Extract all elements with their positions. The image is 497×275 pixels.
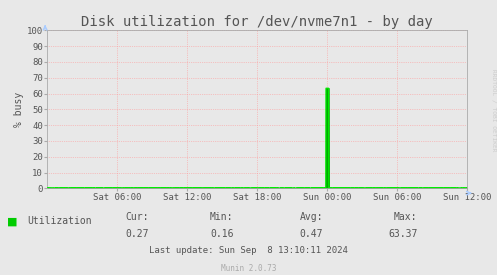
Text: 0.16: 0.16 xyxy=(210,229,234,239)
Text: Max:: Max: xyxy=(394,212,417,222)
Text: Min:: Min: xyxy=(210,212,234,222)
Text: ■: ■ xyxy=(7,216,18,226)
Text: Munin 2.0.73: Munin 2.0.73 xyxy=(221,264,276,273)
Text: 63.37: 63.37 xyxy=(388,229,417,239)
Y-axis label: % busy: % busy xyxy=(14,92,24,127)
Text: 0.47: 0.47 xyxy=(300,229,323,239)
Text: Utilization: Utilization xyxy=(27,216,92,226)
Text: Avg:: Avg: xyxy=(300,212,323,222)
Text: Cur:: Cur: xyxy=(126,212,149,222)
Text: Last update: Sun Sep  8 13:10:11 2024: Last update: Sun Sep 8 13:10:11 2024 xyxy=(149,246,348,255)
Title: Disk utilization for /dev/nvme7n1 - by day: Disk utilization for /dev/nvme7n1 - by d… xyxy=(82,15,433,29)
Text: 0.27: 0.27 xyxy=(126,229,149,239)
Text: RRDTOOL / TOBI OETIKER: RRDTOOL / TOBI OETIKER xyxy=(491,69,496,151)
